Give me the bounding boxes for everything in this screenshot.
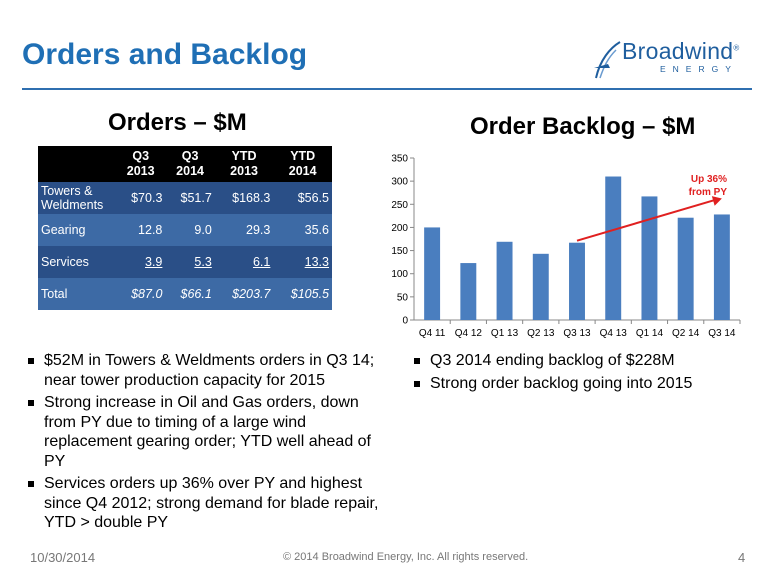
orders-table: Q3 2013 Q3 2014 YTD 2013 YTD 2014 Towers & W… bbox=[38, 146, 332, 310]
table-row: Services 3.9 5.3 6.1 13.3 bbox=[38, 246, 332, 278]
logo-subtext: ENERGY bbox=[660, 64, 738, 74]
backlog-heading: Order Backlog – $M bbox=[470, 113, 696, 140]
y-tick-label: 300 bbox=[391, 177, 408, 188]
bullet-marker-icon bbox=[28, 358, 34, 364]
left-bullet-list: $52M in Towers & Weldments orders in Q3 … bbox=[26, 351, 386, 536]
bullet-marker-icon bbox=[414, 380, 420, 387]
title-divider bbox=[22, 88, 752, 90]
bar bbox=[424, 227, 441, 320]
bullet-marker-icon bbox=[414, 358, 420, 364]
backlog-bar-chart: 0 50 100 150 200 250 300 350 Q4 11 Q4 12 Q1 13 Q2 1… bbox=[391, 154, 741, 339]
column-header: YTD 2013 bbox=[230, 149, 258, 178]
slide-title: Orders and Backlog bbox=[22, 38, 308, 71]
x-tick-label: Q1 14 bbox=[636, 328, 664, 339]
trend-arrowhead-icon bbox=[711, 196, 722, 206]
footer-date: 10/30/2014 bbox=[30, 550, 96, 565]
column-header: Q3 2014 bbox=[176, 149, 204, 178]
logo-wordmark: Broadwind® bbox=[622, 38, 740, 64]
trend-annotation: from PY bbox=[689, 187, 728, 198]
bullet-item: Q3 2014 ending backlog of $228M bbox=[412, 351, 762, 371]
bullet-item: Strong increase in Oil and Gas orders, d… bbox=[26, 393, 386, 471]
table-row: Total $87.0 $66.1 $203.7 $105.5 bbox=[38, 278, 332, 310]
y-tick-label: 100 bbox=[391, 269, 408, 280]
x-tick-label: Q4 11 bbox=[419, 328, 446, 339]
y-tick-label: 200 bbox=[391, 223, 408, 234]
orders-table-header: Q3 2013 Q3 2014 YTD 2013 YTD 2014 bbox=[38, 146, 332, 182]
y-tick-label: 250 bbox=[391, 200, 408, 211]
page-number: 4 bbox=[738, 550, 746, 565]
broadwind-logo-icon bbox=[594, 41, 621, 79]
trend-annotation: Up 36% bbox=[691, 174, 727, 185]
footer-copyright: © 2014 Broadwind Energy, Inc. All rights… bbox=[283, 551, 529, 563]
x-tick-label: Q4 12 bbox=[455, 328, 483, 339]
bullet-item: $52M in Towers & Weldments orders in Q3 … bbox=[26, 351, 386, 390]
bullet-item: Services orders up 36% over PY and highe… bbox=[26, 474, 386, 533]
x-tick-label: Q1 13 bbox=[491, 328, 519, 339]
column-header: YTD 2014 bbox=[288, 149, 317, 178]
bullet-marker-icon bbox=[28, 481, 34, 487]
x-tick-label: Q3 13 bbox=[563, 328, 591, 339]
bar bbox=[605, 176, 622, 320]
bar bbox=[677, 217, 694, 320]
bar bbox=[460, 263, 477, 320]
bullet-marker-icon bbox=[28, 400, 34, 406]
bar bbox=[641, 196, 658, 320]
x-tick-label: Q4 13 bbox=[600, 328, 628, 339]
bar bbox=[713, 214, 730, 320]
trend-arrow-line bbox=[576, 198, 717, 242]
bar bbox=[569, 242, 585, 320]
table-row: Gearing 12.8 9.0 29.3 35.6 bbox=[38, 214, 332, 246]
y-tick-label: 350 bbox=[391, 154, 408, 165]
orders-heading: Orders – $M bbox=[108, 109, 247, 136]
x-tick-label: Q2 14 bbox=[672, 328, 700, 339]
x-tick-label: Q2 13 bbox=[527, 328, 555, 339]
table-row: Towers & Weldments $70.3 $51.7 $168.3 $5… bbox=[38, 182, 332, 214]
y-tick-label: 0 bbox=[402, 316, 408, 327]
y-tick-label: 50 bbox=[397, 292, 409, 303]
right-bullet-list: Q3 2014 ending backlog of $228M Strong o… bbox=[412, 351, 762, 396]
bar bbox=[496, 241, 513, 320]
x-tick-label: Q3 14 bbox=[708, 328, 736, 339]
column-header: Q3 2013 bbox=[126, 149, 155, 178]
bullet-item: Strong order backlog going into 2015 bbox=[412, 374, 762, 394]
bar bbox=[532, 253, 549, 320]
y-tick-label: 150 bbox=[391, 246, 408, 257]
